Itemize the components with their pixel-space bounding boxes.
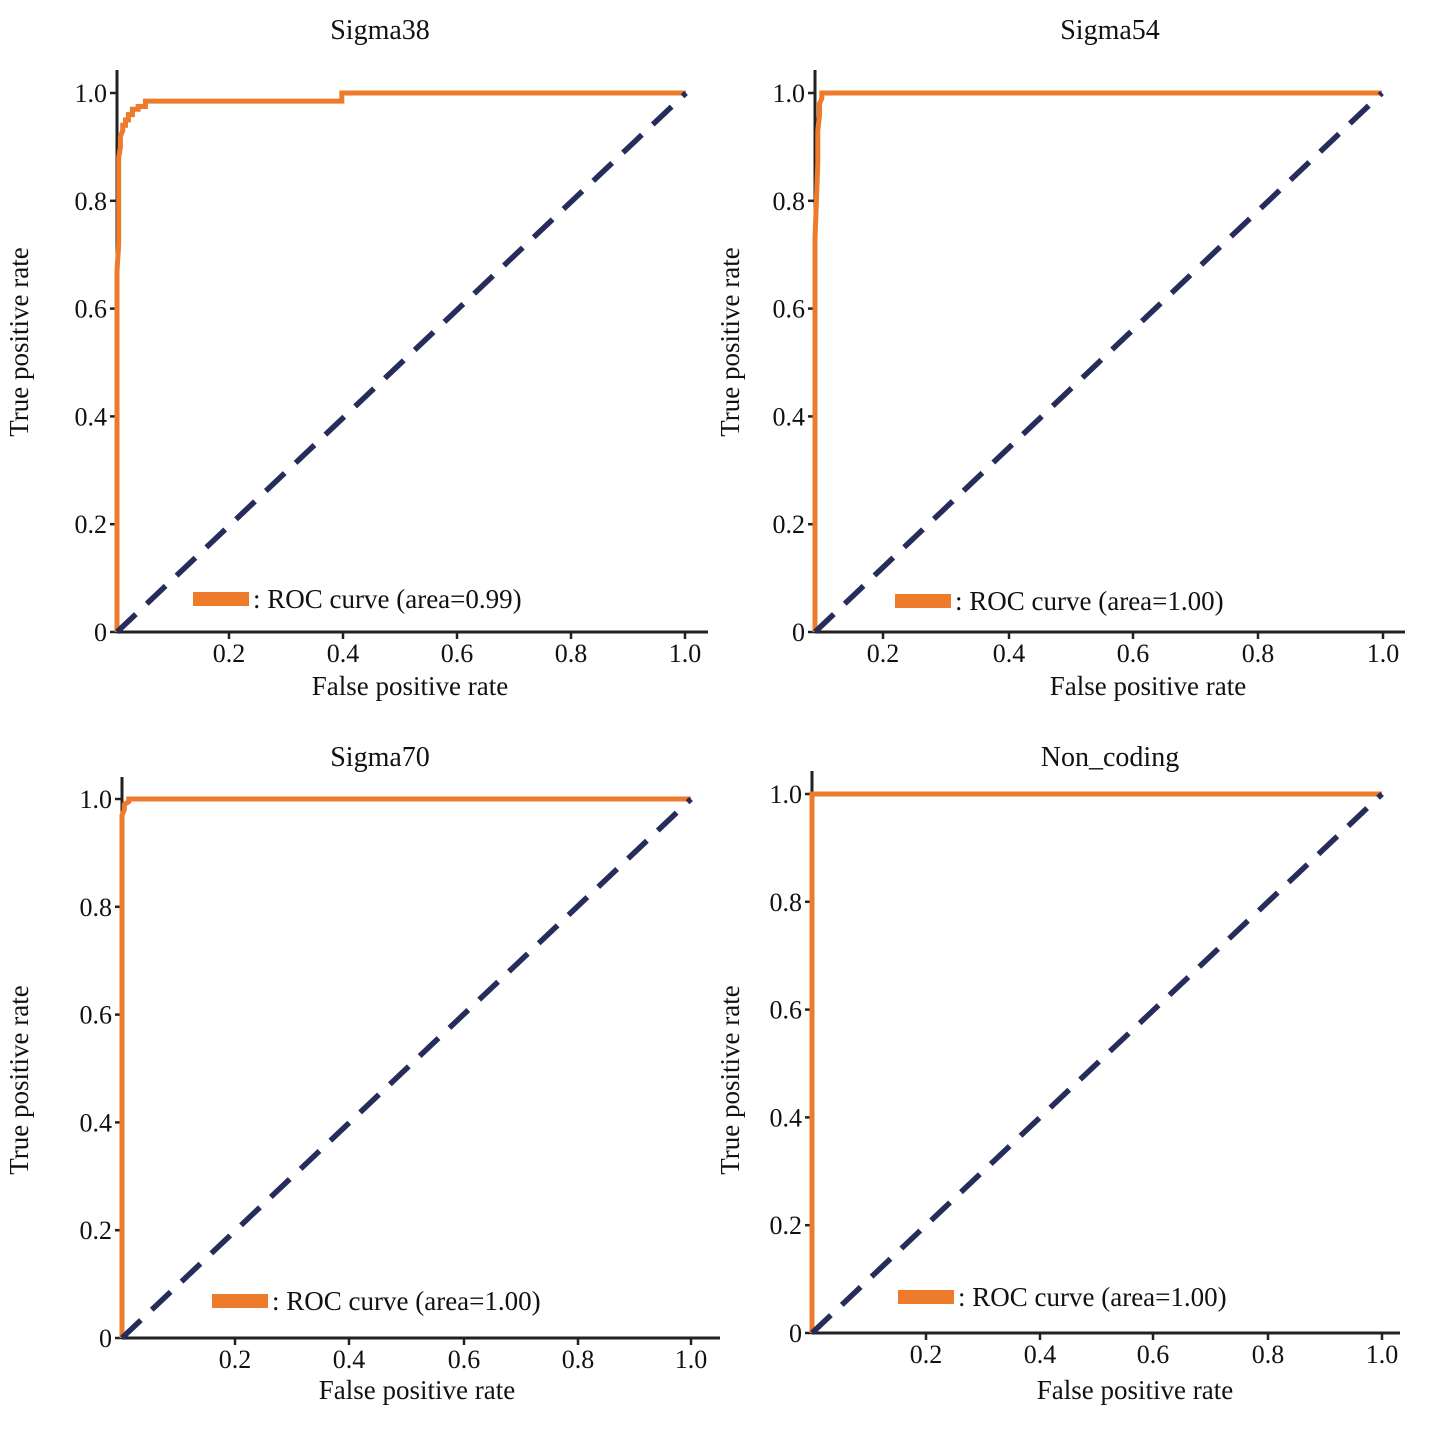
diagonal-reference-line — [813, 91, 1384, 634]
y-tick-label: 1.0 — [770, 780, 803, 809]
legend: : ROC curve (area=1.00) — [212, 1286, 541, 1316]
x-axis-title: False positive rate — [1037, 1375, 1233, 1405]
y-tick-label: 0 — [94, 618, 107, 647]
panel-title: Sigma38 — [330, 15, 430, 46]
y-tick-label: 0.4 — [80, 1108, 113, 1137]
y-tick-label: 0.8 — [770, 888, 803, 917]
x-axis-title: False positive rate — [312, 671, 508, 701]
legend-label: : ROC curve (area=1.00) — [272, 1286, 541, 1316]
x-tick-label: 0.2 — [213, 639, 246, 668]
y-axis-title: True positive rate — [715, 247, 745, 436]
x-tick-label: 0.6 — [441, 639, 474, 668]
y-tick-label: 1.0 — [773, 79, 806, 108]
diagonal-reference-line — [810, 792, 1384, 1335]
y-tick-label: 0.4 — [770, 1103, 803, 1132]
panel-title: Sigma54 — [1060, 15, 1160, 46]
y-tick-label: 0.4 — [773, 402, 806, 431]
y-tick-label: 0.8 — [80, 893, 113, 922]
y-tick-label: 0.6 — [770, 996, 803, 1025]
x-tick-label: 0.8 — [555, 639, 588, 668]
y-axis-title: True positive rate — [4, 985, 34, 1174]
x-tick-label: 0.8 — [562, 1345, 595, 1374]
x-tick-label: 1.0 — [669, 639, 702, 668]
roc-curve-line — [119, 796, 691, 1338]
x-tick-label: 1.0 — [675, 1345, 708, 1374]
legend: : ROC curve (area=1.00) — [898, 1282, 1227, 1312]
x-tick-label: 0.8 — [1242, 639, 1275, 668]
y-tick-label: 0.2 — [773, 510, 806, 539]
diagonal-reference-line — [115, 91, 688, 634]
x-tick-label: 0.2 — [910, 1340, 943, 1369]
y-tick-label: 0.2 — [770, 1211, 803, 1240]
legend-swatch — [898, 1290, 954, 1304]
y-tick-label: 0.6 — [773, 295, 806, 324]
y-axis-title: True positive rate — [4, 247, 34, 436]
diagonal-reference-line — [120, 797, 693, 1340]
x-tick-label: 1.0 — [1366, 1340, 1399, 1369]
x-tick-label: 0.6 — [1137, 1340, 1170, 1369]
panel-title: Sigma70 — [330, 742, 430, 773]
roc-panel-non-coding: Non_coding 0 0.2 0.4 0.6 0.8 1.0 0.2 0.4 0.6 0.8 1.… — [715, 742, 1400, 1405]
legend-label: : ROC curve (area=0.99) — [253, 584, 522, 614]
y-tick-label: 1.0 — [80, 785, 113, 814]
x-tick-label: 0.8 — [1252, 1340, 1285, 1369]
y-tick-label: 0.6 — [80, 1001, 113, 1030]
y-tick-label: 0.8 — [773, 187, 806, 216]
y-tick-label: 0.2 — [75, 510, 108, 539]
roc-panel-sigma54: Sigma54 0 0.2 0.4 0.6 0.8 1.0 0.2 0.4 0.6 0.8 1.0 Fa… — [715, 15, 1405, 701]
x-tick-label: 0.4 — [333, 1345, 366, 1374]
y-tick-label: 0 — [792, 618, 805, 647]
y-tick-label: 0.4 — [75, 402, 108, 431]
roc-curve-line — [114, 90, 686, 632]
roc-panel-sigma70: Sigma70 0 0.2 0.4 0.6 0.8 1.0 0.2 0.4 0.6 0.8 1.0 Fa… — [4, 742, 720, 1405]
legend: : ROC curve (area=1.00) — [895, 586, 1224, 616]
y-tick-label: 0.2 — [80, 1216, 113, 1245]
y-axis-title: True positive rate — [715, 985, 745, 1174]
roc-curve-line — [809, 791, 1382, 1333]
legend-swatch — [895, 594, 951, 608]
x-tick-label: 0.4 — [327, 639, 360, 668]
panel-title: Non_coding — [1041, 742, 1179, 773]
x-tick-label: 1.0 — [1367, 639, 1400, 668]
legend-label: : ROC curve (area=1.00) — [955, 586, 1224, 616]
x-tick-label: 0.2 — [219, 1345, 252, 1374]
roc-curve-line — [812, 90, 1382, 632]
y-tick-label: 0.6 — [75, 295, 108, 324]
x-tick-label: 0.6 — [448, 1345, 481, 1374]
x-tick-label: 0.2 — [867, 639, 900, 668]
y-tick-label: 0 — [789, 1319, 802, 1348]
legend-swatch — [193, 592, 249, 606]
legend-label: : ROC curve (area=1.00) — [958, 1282, 1227, 1312]
y-tick-label: 0 — [99, 1324, 112, 1353]
x-tick-label: 0.6 — [1117, 639, 1150, 668]
legend-swatch — [212, 1294, 268, 1308]
y-tick-label: 1.0 — [75, 79, 108, 108]
x-tick-label: 0.4 — [1024, 1340, 1057, 1369]
roc-panel-sigma38: Sigma38 0 0.2 0.4 0.6 0.8 1.0 0.2 0.4 0.6 0.8 1.0 Fa… — [4, 15, 708, 701]
legend: : ROC curve (area=0.99) — [193, 584, 522, 614]
x-axis-title: False positive rate — [319, 1375, 515, 1405]
y-tick-label: 0.8 — [75, 187, 108, 216]
x-axis-title: False positive rate — [1050, 671, 1246, 701]
x-tick-label: 0.4 — [993, 639, 1026, 668]
